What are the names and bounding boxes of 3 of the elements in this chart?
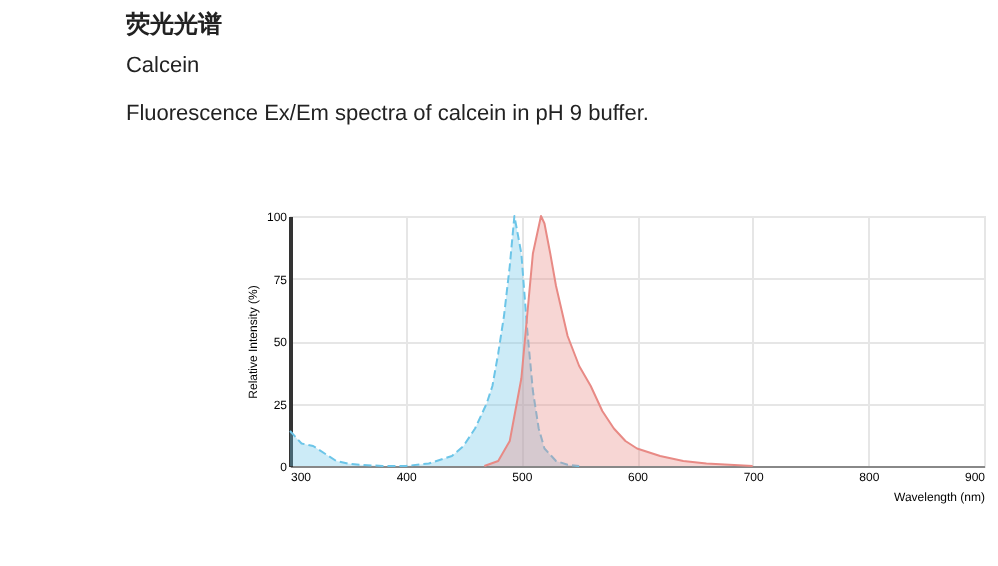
chart-subtitle: Calcein bbox=[125, 54, 200, 78]
chart-title: 荧光光谱 bbox=[123, 10, 222, 38]
text: Fluorescence Ex/Em spectra of calcein in pH 9 buffer. bbox=[125, 102, 649, 126]
